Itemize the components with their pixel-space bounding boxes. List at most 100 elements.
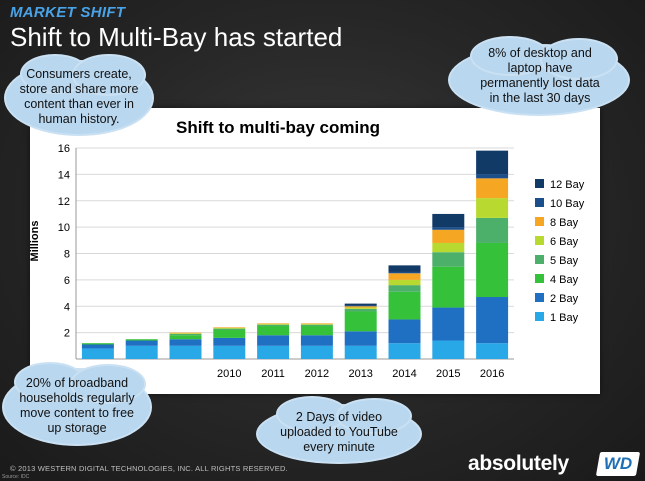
- bar-segment: [476, 217, 509, 243]
- bar-segment: [257, 335, 290, 346]
- bar-segment: [476, 174, 509, 179]
- legend-swatch: [535, 293, 544, 302]
- legend-swatch: [535, 274, 544, 283]
- legend-label: 8 Bay: [550, 217, 579, 229]
- bar-segment: [169, 345, 202, 359]
- bubble-top-right-line: permanently lost data: [480, 76, 600, 90]
- legend-swatch: [535, 236, 544, 245]
- bar-segment: [432, 242, 465, 253]
- legend-label: 12 Bay: [550, 179, 585, 191]
- bar-segment: [344, 308, 377, 312]
- x-tick-label: 2011: [261, 368, 285, 380]
- legend-label: 10 Bay: [550, 198, 585, 210]
- bar-segment: [388, 265, 421, 272]
- cloud-bottom-center-puff-2: [336, 398, 412, 434]
- bar-segment: [213, 328, 246, 329]
- bubble-bottom-center-line: every minute: [303, 440, 375, 454]
- bar-segment: [388, 271, 421, 274]
- bar-segment: [300, 323, 333, 325]
- x-tick-label: 2015: [436, 368, 460, 380]
- legend-label: 5 Bay: [550, 255, 579, 267]
- y-tick-label: 6: [64, 275, 70, 287]
- bubble-bottom-left-line: up storage: [47, 421, 107, 435]
- eyebrow-label: MARKET SHIFT: [10, 4, 126, 21]
- bubble-bottom-center-line: 2 Days of video: [295, 410, 383, 424]
- bar-segment: [344, 311, 377, 332]
- bar-segment: [169, 339, 202, 346]
- legend-swatch: [535, 312, 544, 321]
- bar-segment: [344, 307, 377, 309]
- bar-segment: [213, 337, 246, 346]
- bubble-top-left-line: store and share more: [19, 82, 139, 96]
- wd-logo-text: WD: [603, 454, 633, 473]
- bubble-bottom-left-line: households regularly: [19, 391, 135, 405]
- legend-swatch: [535, 217, 544, 226]
- bubble-top-right-line: 8% of desktop and: [488, 46, 592, 60]
- bar-segment: [344, 345, 377, 359]
- bar-segment: [344, 303, 377, 306]
- chart-panel: Shift to multi-bay coming Millions 2 4 6 8 1…: [30, 108, 600, 394]
- cloud-top-left-puff-2: [72, 54, 146, 96]
- bar-segment: [300, 335, 333, 346]
- bar-segment: [432, 307, 465, 341]
- brand-tagline: absolutely: [468, 452, 569, 475]
- stacked-bar-chart: Shift to multi-bay coming Millions 2 4 6 8 1…: [30, 118, 585, 380]
- legend-label: 6 Bay: [550, 236, 579, 248]
- bar-segment: [257, 323, 290, 325]
- bar-segment: [81, 343, 114, 345]
- bar-segment: [388, 291, 421, 320]
- bar-segment: [169, 332, 202, 334]
- bar-segment: [388, 273, 421, 280]
- bar-segment: [388, 285, 421, 292]
- legend-swatch: [535, 179, 544, 188]
- bar-segment: [81, 348, 114, 359]
- bubble-top-left-line: human history.: [38, 112, 120, 126]
- bar-segment: [300, 324, 333, 325]
- y-axis-label: Millions: [30, 221, 41, 262]
- bar-segment: [257, 324, 290, 325]
- bar-segment: [213, 328, 246, 330]
- cloud-bottom-left-puff-2: [70, 364, 146, 404]
- bubble-bottom-center-line: uploaded to YouTube: [280, 425, 398, 439]
- x-tick-label: 2013: [348, 368, 372, 380]
- y-tick-label: 10: [58, 222, 70, 234]
- bar-segment: [432, 340, 465, 359]
- y-tick-label: 16: [58, 143, 70, 155]
- bar-segment: [300, 326, 333, 336]
- y-tick-label: 14: [58, 169, 70, 181]
- legend-swatch: [535, 255, 544, 264]
- legend-label: 4 Bay: [550, 274, 579, 286]
- bar-segment: [476, 297, 509, 344]
- bubble-top-right: 8% of desktop and laptop have permanentl…: [452, 46, 628, 106]
- bar-segment: [388, 279, 421, 286]
- wd-logo: WD: [595, 452, 641, 476]
- bar-segment: [257, 326, 290, 336]
- y-tick-label: 12: [58, 196, 70, 208]
- bar-segment: [388, 319, 421, 344]
- bar-segment: [388, 343, 421, 359]
- x-tick-label: 2014: [392, 368, 416, 380]
- cloud-top-right-puff: [470, 36, 550, 76]
- bar-segment: [432, 266, 465, 308]
- bar-segment: [300, 324, 333, 327]
- bar-segment: [344, 305, 377, 307]
- copyright-text: © 2013 WESTERN DIGITAL TECHNOLOGIES, INC…: [10, 464, 288, 473]
- bar-segment: [432, 252, 465, 267]
- cloud-top-right-puff-2: [540, 38, 618, 80]
- page-title: Shift to Multi-Bay has started: [10, 22, 343, 52]
- legend-label: 2 Bay: [550, 293, 579, 305]
- bar-segment: [257, 345, 290, 359]
- bar-segment: [125, 339, 158, 341]
- bar-segment: [432, 227, 465, 230]
- bar-segment: [476, 343, 509, 359]
- bubble-bottom-center: 2 Days of video uploaded to YouTube ever…: [262, 410, 416, 455]
- bar-segment: [169, 333, 202, 336]
- x-tick-label: 2010: [217, 368, 241, 380]
- y-tick-label: 4: [64, 301, 70, 313]
- bar-segment: [476, 150, 509, 175]
- bubble-bottom-left-line: move content to free: [20, 406, 134, 420]
- bar-segment: [476, 198, 509, 218]
- bar-segment: [125, 345, 158, 359]
- bar-segment: [81, 344, 114, 349]
- bar-segment: [213, 329, 246, 338]
